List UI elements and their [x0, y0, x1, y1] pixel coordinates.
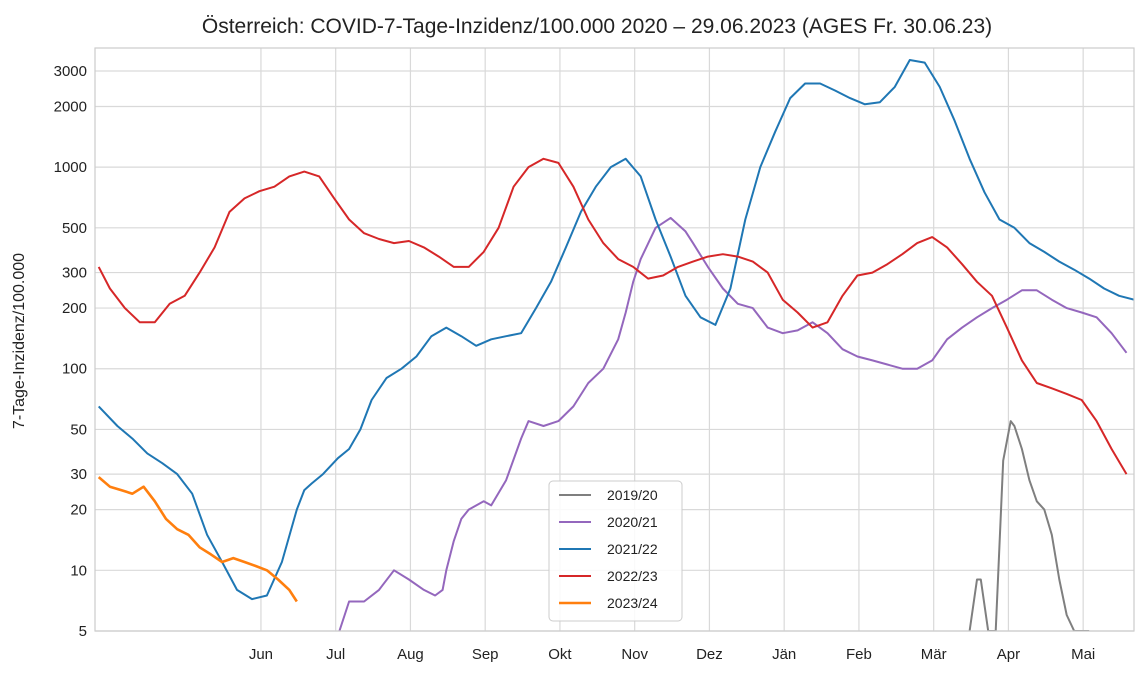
y-tick-label: 100 — [62, 361, 87, 378]
legend-label: 2021/22 — [607, 541, 658, 557]
grid — [95, 48, 1134, 632]
x-tick-label: Feb — [846, 646, 872, 663]
series-layer — [97, 59, 1134, 631]
chart-title: Österreich: COVID-7-Tage-Inzidenz/100.00… — [202, 15, 992, 38]
x-tick-label: Jun — [249, 646, 273, 663]
series-line-2022-23 — [97, 157, 1128, 475]
y-tick-label: 2000 — [54, 98, 87, 115]
legend-label: 2020/21 — [607, 514, 658, 530]
y-tick-label: 20 — [70, 502, 87, 519]
x-tick-label: Okt — [548, 646, 572, 663]
y-tick-label: 1000 — [54, 159, 87, 176]
x-tick-label: Apr — [997, 646, 1020, 663]
x-tick-label: Dez — [696, 646, 723, 663]
y-tick-label: 5 — [79, 623, 87, 640]
legend-label: 2019/20 — [607, 487, 658, 503]
series-line-2020-21 — [338, 216, 1128, 631]
series-line-2023-24 — [97, 476, 298, 603]
x-ticks: Jun Jul Aug Sep Okt Nov Dez Jän Feb Mär Apr Mai — [249, 646, 1095, 663]
x-tick-label: Mär — [921, 646, 947, 663]
y-tick-label: 50 — [70, 421, 87, 438]
x-tick-label: Jän — [772, 646, 796, 663]
y-ticks: 5 10 20 30 50 100 200 300 500 1000 2000 3000 — [54, 63, 87, 640]
y-axis-label: 7-Tage-Inzidenz/100.000 — [11, 253, 28, 429]
x-tick-label: Aug — [397, 646, 424, 663]
legend-label: 2023/24 — [607, 595, 658, 611]
y-tick-label: 500 — [62, 220, 87, 237]
x-tick-label: Mai — [1071, 646, 1095, 663]
legend: 2019/20 2020/21 2021/22 2022/23 2023/24 — [548, 480, 683, 622]
legend-box — [548, 480, 683, 622]
series-line-2021-22 — [97, 59, 1134, 601]
y-tick-label: 3000 — [54, 63, 87, 80]
plot-frame — [94, 47, 1135, 632]
y-tick-label: 10 — [70, 562, 87, 579]
y-tick-label: 200 — [62, 300, 87, 317]
x-tick-label: Sep — [472, 646, 499, 663]
x-tick-label: Jul — [326, 646, 345, 663]
x-tick-label: Nov — [621, 646, 648, 663]
y-tick-label: 30 — [70, 466, 87, 483]
series-line-2019-20 — [968, 420, 1090, 631]
y-tick-label: 300 — [62, 265, 87, 282]
legend-label: 2022/23 — [607, 568, 658, 584]
